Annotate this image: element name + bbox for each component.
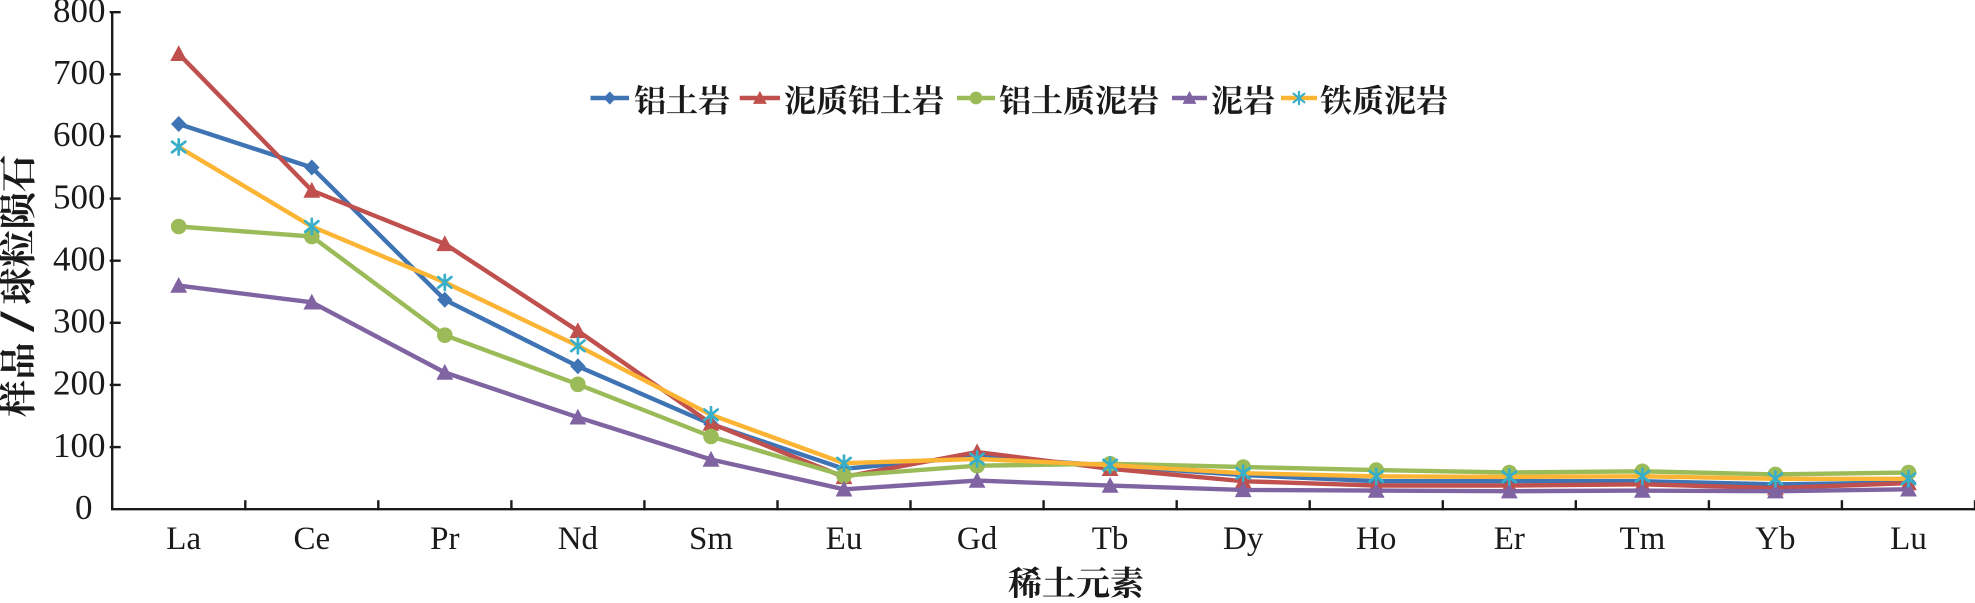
svg-text:Eu: Eu [826,521,863,557]
svg-text:La: La [166,521,201,557]
svg-text:Er: Er [1494,521,1525,557]
svg-text:Pr: Pr [430,521,459,557]
svg-text:800: 800 [53,0,106,30]
svg-text:600: 600 [53,115,106,154]
svg-text:Nd: Nd [558,521,599,557]
svg-text:Sm: Sm [689,521,733,557]
svg-text:300: 300 [53,302,106,341]
svg-text:Gd: Gd [957,521,998,557]
svg-text:Tm: Tm [1619,521,1665,557]
svg-text:Yb: Yb [1755,521,1795,557]
svg-text:Ce: Ce [293,521,330,557]
svg-text:Ho: Ho [1356,521,1396,557]
svg-text:500: 500 [53,177,106,216]
svg-text:Lu: Lu [1890,521,1927,557]
svg-text:Tb: Tb [1092,521,1129,557]
svg-text:700: 700 [53,53,106,92]
svg-text:100: 100 [53,426,106,465]
svg-text:0: 0 [75,488,93,527]
svg-text:Dy: Dy [1223,521,1264,557]
svg-text:200: 200 [53,364,106,403]
svg-text:400: 400 [53,239,106,278]
